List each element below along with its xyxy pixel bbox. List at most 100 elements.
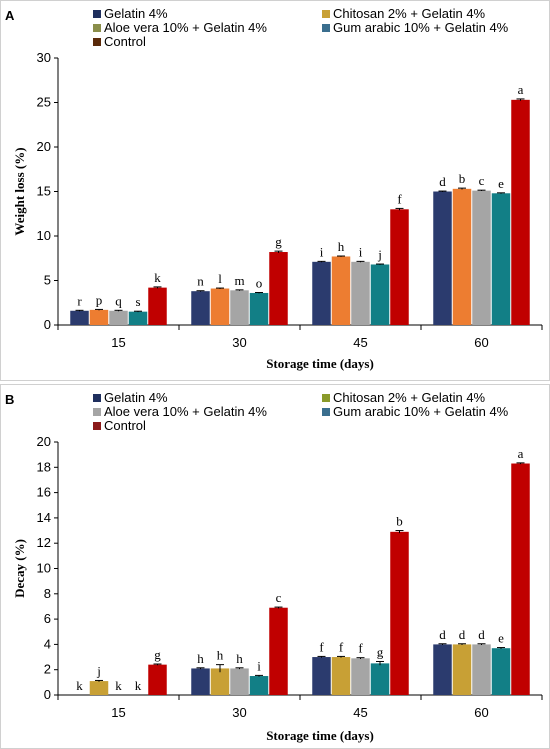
panel-b-significance-label: f <box>339 639 344 654</box>
chart-panel-b: B Gelatin 4% Chitosan 2% + Gelatin 4% Aloe … <box>5 390 543 743</box>
panel-b-y-tick-label: 6 <box>44 611 51 626</box>
panel-a-significance-label: m <box>234 273 244 288</box>
panel-a-y-tick-label: 10 <box>37 228 51 243</box>
panel-b-legend-label: Gum arabic 10% + Gelatin 4% <box>333 404 509 419</box>
panel-b-y-tick-label: 20 <box>37 434 51 449</box>
panel-b-legend-swatch <box>93 408 101 416</box>
panel-a-significance-label: b <box>459 171 466 186</box>
panel-a-significance-label: n <box>197 274 204 289</box>
panel-b-bar <box>210 668 230 695</box>
panel-b-y-tick-label: 12 <box>37 535 51 550</box>
panel-a-y-tick-label: 25 <box>37 95 51 110</box>
panel-b-significance-label: k <box>135 678 142 693</box>
panel-b-y-tick-label: 4 <box>44 636 51 651</box>
panel-b-legend-label: Aloe vera 10% + Gelatin 4% <box>104 404 267 419</box>
panel-b-significance-label: g <box>377 644 384 659</box>
panel-b-bar <box>191 668 210 695</box>
panel-a-y-tick-label: 20 <box>37 139 51 154</box>
panel-b-significance-label: h <box>197 651 204 666</box>
panel-b-bar <box>269 607 288 695</box>
panel-b-bar <box>452 644 472 695</box>
panel-b-significance-label: j <box>96 663 101 678</box>
panel-b-bar <box>491 648 511 695</box>
panel-a-legend-swatch <box>322 10 330 18</box>
panel-b-y-tick-label: 16 <box>37 485 51 500</box>
panel-b-legend-entry: Aloe vera 10% + Gelatin 4% <box>93 404 267 419</box>
panel-b-legend-label: Chitosan 2% + Gelatin 4% <box>333 390 486 405</box>
panel-a-significance-label: c <box>479 173 485 188</box>
panel-a-bar <box>89 309 109 325</box>
panel-a-legend-entry: Gum arabic 10% + Gelatin 4% <box>322 20 509 35</box>
panel-b-significance-label: k <box>76 678 83 693</box>
panel-a-significance-label: e <box>498 176 504 191</box>
panel-a-x-tick-label: 15 <box>111 335 125 350</box>
panel-b-bar <box>472 644 491 695</box>
panel-a-legend-entry: Control <box>93 34 146 49</box>
panel-a-legend-swatch <box>93 24 101 32</box>
panel-b-legend-entry: Gum arabic 10% + Gelatin 4% <box>322 404 509 419</box>
panel-b-significance-label: h <box>217 648 224 663</box>
panel-a-bar <box>472 190 491 325</box>
panel-a-legend-swatch <box>322 24 330 32</box>
panel-a-legend-entry: Chitosan 2% + Gelatin 4% <box>322 6 486 21</box>
panel-a-significance-label: p <box>96 292 103 307</box>
panel-a-bar <box>370 264 390 325</box>
panel-a-bar <box>491 193 511 325</box>
panel-b-x-tick-label: 30 <box>232 705 246 720</box>
panel-a-legend-label: Control <box>104 34 146 49</box>
panel-b-bar <box>331 657 351 695</box>
panel-a-label: A <box>5 8 15 23</box>
panel-a-bar <box>390 209 409 325</box>
panel-a-bar <box>128 311 148 325</box>
panel-a-x-tick-label: 45 <box>353 335 367 350</box>
panel-b-significance-label: g <box>154 647 161 662</box>
panel-a-bar <box>511 99 530 325</box>
panel-b-label: B <box>5 392 14 407</box>
panel-b-significance-label: d <box>478 627 485 642</box>
panel-a-significance-label: q <box>115 293 122 308</box>
panel-b-significance-label: e <box>498 631 504 646</box>
panel-a-bar <box>331 256 351 325</box>
panel-b-bar <box>511 463 530 695</box>
panel-b-legend-swatch <box>322 408 330 416</box>
panel-a-legend-label: Aloe vera 10% + Gelatin 4% <box>104 20 267 35</box>
panel-b-y-tick-label: 14 <box>37 510 51 525</box>
panel-b-significance-label: a <box>518 446 524 461</box>
panel-b-legend-entry: Chitosan 2% + Gelatin 4% <box>322 390 486 405</box>
panel-a-bar <box>312 261 331 325</box>
panel-a-y-tick-label: 0 <box>44 317 51 332</box>
panel-a-significance-label: l <box>218 271 222 286</box>
panel-b-y-tick-label: 0 <box>44 687 51 702</box>
panel-b-legend-entry: Control <box>93 418 146 433</box>
panel-b-significance-label: k <box>115 678 122 693</box>
panel-a-bar <box>109 310 128 325</box>
panel-a-x-tick-label: 30 <box>232 335 246 350</box>
panel-b-bar <box>148 664 167 695</box>
panel-a-significance-label: d <box>439 174 446 189</box>
panel-a-legend-swatch <box>93 38 101 46</box>
panel-b-significance-label: i <box>257 658 261 673</box>
panel-a-y-tick-label: 15 <box>37 184 51 199</box>
panel-a-legend-label: Chitosan 2% + Gelatin 4% <box>333 6 486 21</box>
panel-a-bar <box>191 291 210 325</box>
panel-a-significance-label: k <box>154 270 161 285</box>
panel-b-legend-entry: Gelatin 4% <box>93 390 168 405</box>
panel-b-significance-label: f <box>358 641 363 656</box>
panel-b-x-tick-label: 45 <box>353 705 367 720</box>
chart-panel-a: A Gelatin 4% Chitosan 2% + Gelatin 4% Aloe … <box>5 6 543 371</box>
panel-b-y-axis-title: Decay (%) <box>12 539 27 598</box>
panel-b-legend-swatch <box>322 394 330 402</box>
panel-a-y-axis-title: Weight loss (%) <box>12 147 27 235</box>
panel-a-significance-label: r <box>77 293 82 308</box>
panel-a-bar <box>148 287 167 325</box>
panel-b-y-tick-label: 18 <box>37 459 51 474</box>
panel-a-bar <box>351 261 370 325</box>
panel-b-bar <box>230 668 249 695</box>
panel-b-y-tick-label: 8 <box>44 586 51 601</box>
panel-a-legend-entry: Gelatin 4% <box>93 6 168 21</box>
panel-b-significance-label: f <box>319 639 324 654</box>
panel-a-y-tick-label: 5 <box>44 273 51 288</box>
panel-b-significance-label: d <box>459 627 466 642</box>
panel-a-y-tick-label: 30 <box>37 50 51 65</box>
